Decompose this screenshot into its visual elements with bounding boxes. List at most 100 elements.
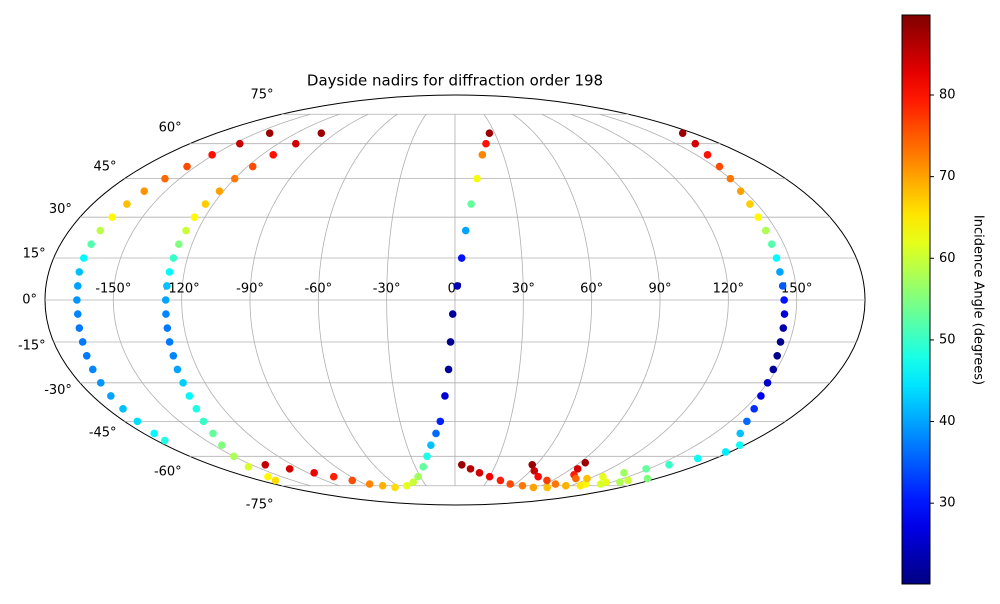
y-tick-label: -30° (44, 383, 72, 398)
colorbar-tick-label: 30 (939, 496, 956, 511)
data-point (746, 200, 754, 208)
data-point (572, 474, 580, 483)
data-point (581, 458, 590, 467)
colorbar-tick-label: 60 (939, 251, 956, 266)
data-point (310, 469, 318, 477)
data-point (776, 338, 785, 346)
data-point (562, 481, 570, 490)
y-tick-label: -60° (154, 464, 182, 479)
data-point (264, 472, 272, 481)
x-tick-label: -120° (164, 282, 200, 297)
data-point (528, 460, 537, 469)
data-point (778, 282, 787, 290)
data-point (79, 254, 88, 262)
grid-line (317, 113, 398, 487)
data-point (769, 365, 778, 374)
data-point (423, 452, 431, 461)
grid-line (249, 113, 369, 487)
data-point (182, 226, 190, 235)
data-point (190, 213, 199, 221)
x-tick-label: -60° (304, 282, 332, 297)
data-point (285, 465, 294, 473)
data-point (140, 187, 149, 195)
x-tick-label: 120° (713, 282, 744, 297)
data-point (767, 240, 776, 249)
x-tick-label: 90° (648, 282, 671, 297)
data-point (88, 365, 97, 374)
chart-title: Dayside nadirs for diffraction order 198 (307, 72, 603, 90)
data-point (75, 268, 84, 276)
data-point (73, 296, 81, 304)
data-point (478, 151, 487, 159)
data-point (269, 151, 278, 159)
y-tick-label: 75° (250, 87, 273, 102)
data-point (96, 379, 105, 387)
data-point (726, 174, 735, 183)
data-point (482, 139, 490, 148)
data-point (735, 441, 744, 449)
x-tick-label: -90° (236, 282, 264, 297)
data-point (485, 472, 494, 481)
data-point (642, 465, 650, 473)
data-point (457, 254, 466, 262)
y-tick-label: -45° (89, 426, 117, 441)
data-point (432, 429, 440, 438)
data-point (161, 174, 169, 183)
colorbar-tick-label: 50 (939, 332, 956, 347)
data-point (643, 474, 652, 483)
data-point (119, 405, 127, 413)
data-point (620, 469, 628, 477)
data-point (624, 476, 632, 485)
data-point (678, 129, 687, 137)
data-point (391, 483, 399, 492)
y-tick-label: 60° (159, 121, 182, 136)
data-point (248, 162, 257, 171)
data-point (583, 474, 591, 483)
y-tick-label: 0° (22, 293, 37, 308)
data-point (169, 351, 178, 360)
grid-line (112, 113, 311, 487)
data-point (721, 448, 730, 456)
data-point (694, 454, 702, 463)
data-point (736, 187, 745, 195)
data-point (163, 282, 171, 290)
colorbar-tick-label: 70 (939, 169, 956, 184)
data-point (466, 465, 475, 473)
data-point (551, 480, 560, 488)
x-tick-label: -150° (95, 282, 131, 297)
data-point (599, 472, 607, 481)
data-point (441, 392, 449, 400)
data-point (419, 463, 428, 471)
data-point (365, 480, 374, 488)
data-point (461, 226, 470, 235)
x-tick-label: 60° (580, 282, 603, 297)
data-point (192, 405, 201, 413)
y-tick-label: 30° (49, 202, 72, 217)
data-point (543, 483, 552, 492)
data-point (496, 476, 505, 485)
colorbar (901, 14, 931, 585)
data-point (427, 441, 435, 449)
data-point (776, 268, 784, 276)
data-point (165, 268, 174, 276)
data-point (230, 174, 239, 183)
data-point (414, 472, 422, 481)
data-point (169, 254, 178, 262)
grid-line (181, 113, 340, 487)
data-point (292, 139, 300, 148)
data-point (73, 310, 82, 318)
data-point (96, 226, 105, 235)
data-point (703, 151, 712, 159)
data-point (779, 324, 788, 332)
data-point (179, 379, 187, 387)
data-point (761, 226, 770, 235)
data-point (750, 405, 758, 413)
data-point (409, 478, 418, 487)
data-point (173, 365, 182, 374)
data-point (78, 338, 87, 346)
colorbar-tick-label: 80 (939, 88, 956, 103)
data-point (271, 476, 280, 485)
data-point (261, 460, 270, 469)
data-point (201, 200, 210, 208)
data-point (529, 483, 538, 492)
